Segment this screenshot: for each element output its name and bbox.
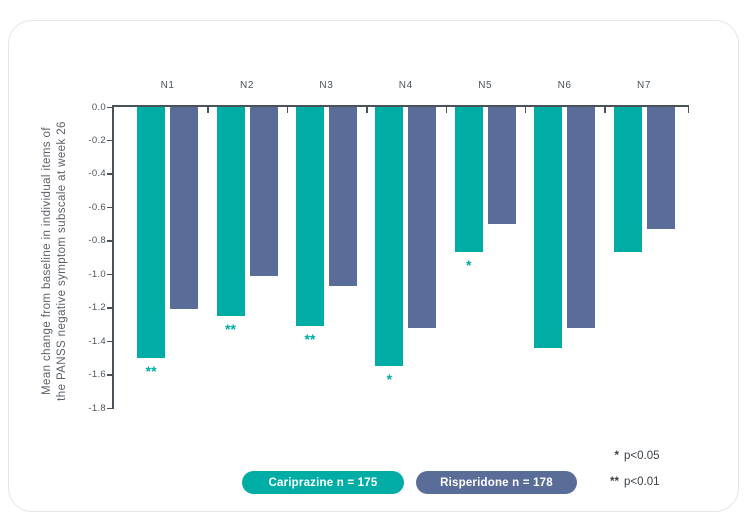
x-tick-mark bbox=[445, 107, 447, 113]
p-note-2: ** p<0.01 bbox=[603, 476, 660, 492]
x-tick-mark bbox=[366, 107, 368, 113]
p-note-1-star: * bbox=[614, 450, 619, 462]
y-tick-label: -1.8 bbox=[88, 402, 106, 414]
bar-risperidone bbox=[170, 107, 199, 310]
bar-cariprazine bbox=[454, 107, 483, 253]
y-tick-mark bbox=[107, 374, 112, 376]
bar-cariprazine bbox=[137, 107, 166, 358]
bar-risperidone bbox=[249, 107, 278, 276]
plot-area: 0.0 -0.2 -0.4 -0.6 -0.8 -1.0 -1.2 -1.4 -1.6 -1.8 N… bbox=[9, 21, 745, 530]
y-tick-mark bbox=[107, 340, 112, 343]
category-label: N5 bbox=[478, 80, 493, 91]
category-label: N7 bbox=[637, 80, 651, 91]
x-tick-mark bbox=[687, 107, 689, 113]
y-tick-label: -1.4 bbox=[88, 335, 106, 347]
x-tick-mark bbox=[286, 107, 289, 113]
y-tick-mark bbox=[107, 139, 112, 142]
y-tick-mark bbox=[107, 106, 112, 108]
y-tick-label: -0.2 bbox=[88, 134, 106, 146]
y-tick-mark bbox=[107, 240, 112, 242]
p-note-2-text: p<0.01 bbox=[624, 476, 660, 488]
bar-cariprazine bbox=[216, 107, 245, 317]
y-tick-label: -0.4 bbox=[88, 168, 106, 180]
bar-risperidone bbox=[487, 107, 516, 225]
bar-cariprazine bbox=[613, 107, 642, 253]
y-tick-mark bbox=[107, 173, 112, 175]
y-tick-label: -1.0 bbox=[88, 268, 106, 280]
y-tick-mark bbox=[107, 206, 112, 209]
category-label: N2 bbox=[240, 80, 254, 91]
bar-risperidone bbox=[567, 107, 596, 328]
y-tick-label: -1.2 bbox=[88, 302, 106, 314]
y-tick-mark bbox=[107, 407, 112, 409]
bar-risperidone bbox=[328, 107, 357, 286]
significance-key: * p<0.05 ** p<0.01 bbox=[603, 450, 660, 502]
y-tick-label: -1.6 bbox=[88, 369, 106, 381]
y-axis-line bbox=[112, 105, 114, 409]
significance-marker: ** bbox=[304, 331, 316, 348]
bar-cariprazine bbox=[375, 107, 404, 367]
significance-marker: ** bbox=[225, 321, 236, 338]
x-tick-mark bbox=[207, 107, 209, 113]
y-tick-mark bbox=[107, 307, 112, 309]
bar-cariprazine bbox=[295, 107, 324, 327]
legend-cariprazine: Cariprazine n = 175 bbox=[242, 471, 404, 494]
bar-risperidone bbox=[646, 107, 675, 230]
y-tick-mark bbox=[107, 273, 112, 276]
p-note-2-star: ** bbox=[610, 476, 619, 488]
y-tick-label: 0.0 bbox=[91, 101, 106, 113]
legend-risperidone: Risperidone n = 178 bbox=[416, 471, 577, 494]
category-label: N1 bbox=[160, 80, 175, 91]
y-tick-label: -0.8 bbox=[88, 235, 106, 247]
category-label: N6 bbox=[557, 80, 572, 91]
y-tick-label: -0.6 bbox=[88, 201, 106, 213]
category-label: N4 bbox=[398, 80, 413, 91]
x-axis-line bbox=[113, 105, 689, 107]
x-tick-mark bbox=[604, 107, 606, 113]
significance-marker: * bbox=[386, 371, 393, 388]
legend-cariprazine-label: Cariprazine n = 175 bbox=[268, 476, 378, 489]
bar-risperidone bbox=[408, 107, 437, 328]
x-tick-mark bbox=[524, 107, 527, 113]
significance-marker: ** bbox=[145, 362, 157, 379]
category-label: N3 bbox=[319, 80, 334, 91]
chart-card: Mean change from baseline in individual … bbox=[8, 20, 739, 512]
p-note-1: * p<0.05 bbox=[603, 450, 660, 466]
legend-risperidone-label: Risperidone n = 178 bbox=[440, 476, 553, 489]
significance-marker: * bbox=[465, 257, 472, 274]
bar-cariprazine bbox=[534, 107, 563, 348]
p-note-1-text: p<0.05 bbox=[624, 450, 660, 462]
